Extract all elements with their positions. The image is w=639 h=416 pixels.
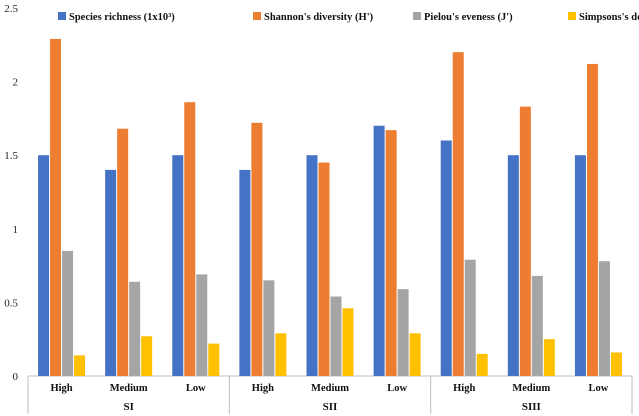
bar [306, 155, 318, 376]
legend-label: Pielou's eveness (J') [424, 12, 513, 23]
bar [50, 38, 62, 377]
bar [373, 125, 385, 376]
bar [409, 333, 421, 376]
bar [275, 333, 287, 376]
bar [74, 355, 86, 376]
y-tick-label: 1.5 [4, 150, 18, 162]
bar [239, 169, 251, 376]
x-category-label: Medium [110, 383, 148, 394]
bar [574, 155, 586, 376]
x-category-label: Medium [311, 383, 349, 394]
bar [172, 155, 184, 376]
legend-label: Simpsons's dominance (Dₛ) [579, 12, 639, 23]
legend-label: Shannon's diversity (H') [264, 12, 374, 23]
bar [476, 353, 488, 376]
bar [263, 280, 275, 376]
x-group-label: SI [123, 401, 133, 413]
bar [184, 102, 196, 376]
bar [385, 130, 397, 376]
legend-swatch [568, 12, 576, 20]
bar [543, 339, 555, 376]
y-tick-label: 1 [13, 224, 19, 236]
bar [330, 296, 342, 376]
bar [519, 106, 531, 377]
legend-swatch [253, 12, 261, 20]
bar [342, 308, 354, 376]
bar [208, 343, 220, 376]
bar [440, 140, 452, 376]
bar [129, 281, 141, 376]
bar [318, 162, 330, 376]
x-category-label: High [453, 383, 475, 394]
bar [531, 275, 543, 376]
bar [397, 289, 409, 376]
bar [251, 122, 263, 376]
legend-swatch [58, 12, 66, 20]
bar [452, 52, 464, 376]
bar [464, 259, 476, 376]
x-group-label: SII [323, 401, 338, 413]
x-category-label: High [50, 383, 72, 394]
bar [117, 128, 129, 376]
x-category-label: Medium [512, 383, 550, 394]
bar [141, 336, 153, 376]
y-tick-label: 0.5 [4, 297, 18, 309]
y-tick-label: 2.5 [4, 3, 18, 15]
y-tick-label: 2 [13, 77, 19, 89]
x-category-label: Low [387, 383, 407, 394]
bar [38, 155, 50, 376]
legend-swatch [413, 12, 421, 20]
x-group-label: SIII [522, 401, 541, 413]
x-category-label: High [252, 383, 274, 394]
bar [105, 169, 117, 376]
bar [610, 352, 622, 376]
bar [62, 250, 74, 376]
bar [507, 155, 519, 376]
x-category-label: Low [186, 383, 206, 394]
x-category-label: Low [589, 383, 609, 394]
y-tick-label: 0 [13, 371, 19, 383]
bar [598, 261, 610, 376]
legend-label: Species richness (1x10³) [69, 12, 175, 23]
bar [586, 63, 598, 376]
bar [196, 274, 208, 376]
